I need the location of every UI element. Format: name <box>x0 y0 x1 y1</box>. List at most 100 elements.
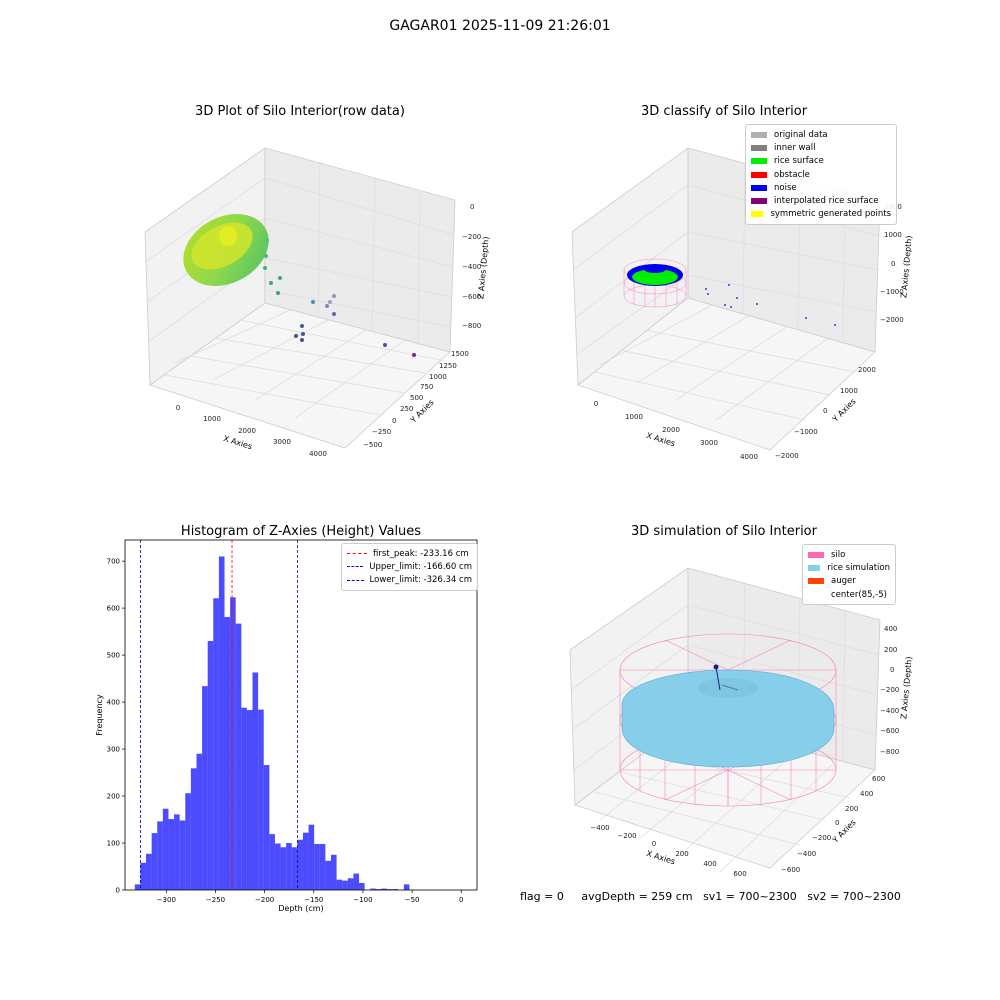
sim-x-tick: 200 <box>675 850 688 858</box>
histogram-bar <box>280 847 287 890</box>
histogram-bar <box>330 854 337 890</box>
sim-y-tick: 0 <box>835 819 839 827</box>
histogram-bar <box>162 808 169 890</box>
histogram-bar <box>224 617 231 890</box>
legend-label: silo <box>831 549 846 560</box>
legend-swatch <box>751 184 767 191</box>
sim-z-tick: 0 <box>890 666 894 674</box>
histogram-y-tick-label: 100 <box>107 840 120 848</box>
raw-y-tick: 750 <box>420 383 433 391</box>
raw-plot-title: 3D Plot of Silo Interior(row data) <box>195 104 405 119</box>
histogram-x-label: Depth (cm) <box>278 904 323 913</box>
histogram-bar <box>196 753 203 890</box>
legend-label: obstacle <box>774 169 810 180</box>
sim-z-tick: 400 <box>884 625 897 633</box>
histogram-y-tick-label: 600 <box>107 605 120 613</box>
histogram-bar <box>375 889 382 890</box>
raw-y-tick: 1500 <box>451 350 469 358</box>
histogram-bar <box>246 710 253 890</box>
histogram-bar <box>353 873 360 890</box>
histogram-bar <box>241 707 247 890</box>
histogram-y-tick-label: 700 <box>107 558 120 566</box>
legend-label: symmetric generated points <box>770 209 891 220</box>
raw-outlier-points <box>263 238 416 357</box>
histogram-bar <box>252 672 259 890</box>
histogram-bar <box>381 888 388 890</box>
raw-z-tick: −800 <box>462 322 481 330</box>
classify-noise-points <box>705 284 836 326</box>
raw-z-tick: −600 <box>462 293 481 301</box>
histogram-bar <box>274 843 281 890</box>
legend-item-interpolated: interpolated rice surface <box>751 194 891 207</box>
histogram-bar <box>347 878 354 890</box>
simulation-plot-title: 3D simulation of Silo Interior <box>631 524 817 539</box>
raw-y-tick: −250 <box>372 428 391 436</box>
raw-y-tick: 0 <box>392 417 396 425</box>
classify-y-tick: 2000 <box>858 366 876 374</box>
histogram-bar <box>387 889 393 890</box>
raw-z-tick: −200 <box>462 233 481 241</box>
legend-swatch <box>751 158 767 165</box>
sim-z-tick: 200 <box>884 646 897 654</box>
histogram-x-tick-label: −50 <box>405 896 420 904</box>
legend-item-center: center(85,-5) <box>808 588 890 601</box>
sim-y-tick: −400 <box>797 850 816 858</box>
sim-x-tick: 600 <box>733 870 746 878</box>
classify-y-tick: −1000 <box>794 428 818 436</box>
sim-z-label: Z Axies (Depth) <box>899 656 913 719</box>
histogram-x-tick-label: −100 <box>353 896 372 904</box>
classify-x-tick: 3000 <box>700 439 718 447</box>
histogram-bar <box>314 843 320 890</box>
histogram-bar <box>325 860 331 890</box>
legend-line <box>347 553 367 555</box>
raw-x-tick: 2000 <box>238 427 256 435</box>
figure-title: GAGAR01 2025-11-09 21:26:01 <box>389 18 611 34</box>
histogram-x-tick-label: −150 <box>304 896 323 904</box>
legend-label: Lower_limit: -326.34 cm <box>369 575 472 586</box>
legend-item-original-data: original data <box>751 128 891 141</box>
legend-item-inner-wall: inner wall <box>751 141 891 154</box>
histogram-bar <box>235 623 242 890</box>
status-flag: flag = 0 <box>520 890 564 903</box>
sim-x-label: X Axies <box>645 849 676 866</box>
histogram-x-tick-label: 0 <box>459 896 463 904</box>
histogram-bar <box>207 641 214 890</box>
histogram-bar <box>213 598 219 890</box>
histogram-bar <box>269 834 275 890</box>
histogram-bar <box>297 839 303 890</box>
sim-y-tick: 200 <box>845 805 858 813</box>
legend-item-obstacle: obstacle <box>751 168 891 181</box>
histogram-x-tick-label: −300 <box>157 896 176 904</box>
raw-y-tick: 1250 <box>439 362 457 370</box>
status-sv2: sv2 = 700~2300 <box>807 890 901 903</box>
histogram-bar <box>336 879 343 890</box>
histogram-bar <box>392 889 399 890</box>
legend-line <box>347 579 364 581</box>
legend-swatch <box>751 131 767 138</box>
legend-swatch <box>808 578 824 585</box>
histogram-y-tick-label: 0 <box>116 887 120 895</box>
raw-x-tick: 0 <box>176 404 180 412</box>
sim-z-tick: −200 <box>880 686 899 694</box>
sim-x-tick: 0 <box>652 840 656 848</box>
legend-label: inner wall <box>774 142 816 153</box>
legend-item-upper-limit: Upper_limit: -166.60 cm <box>347 560 472 573</box>
histogram-bar <box>179 820 186 890</box>
histogram-bar <box>185 793 191 890</box>
histogram-bar <box>286 843 292 890</box>
histogram-bar <box>230 597 236 890</box>
sim-x-tick: −200 <box>617 832 636 840</box>
classify-x-tick: 0 <box>594 400 598 408</box>
histogram-bar <box>140 862 147 890</box>
legend-label: center(85,-5) <box>831 589 887 600</box>
histogram-bar <box>157 821 163 890</box>
histogram-x-tick-label: −250 <box>206 896 225 904</box>
classify-x-tick: 4000 <box>740 453 758 461</box>
simulation-legend: silo rice simulation auger center(85,-5) <box>802 544 896 606</box>
status-sv1: sv1 = 700~2300 <box>703 890 797 903</box>
legend-swatch <box>751 144 767 151</box>
legend-swatch <box>751 211 764 218</box>
